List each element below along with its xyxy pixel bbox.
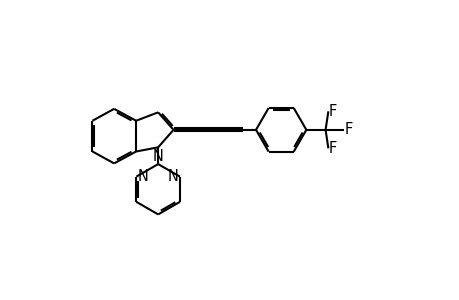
Text: F: F (328, 104, 336, 119)
Text: N: N (138, 169, 149, 184)
Text: N: N (152, 149, 163, 164)
Text: F: F (344, 122, 352, 137)
Text: N: N (167, 169, 178, 184)
Text: F: F (328, 141, 336, 156)
